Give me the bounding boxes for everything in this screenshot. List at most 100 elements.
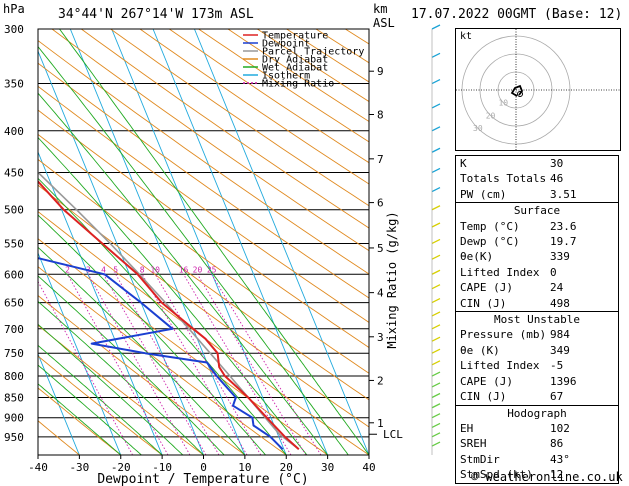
hodograph-ring-label: 10 <box>498 99 508 108</box>
wind-barb <box>431 348 441 354</box>
dry-adiabat-line <box>139 29 369 185</box>
wind-barb <box>431 422 441 428</box>
most-unstable-row: Lifted Index -5 <box>456 358 618 373</box>
surface-row-value: 498 <box>550 296 570 310</box>
pressure-tick-label: 400 <box>4 125 24 138</box>
dry-adiabat-line <box>38 324 204 455</box>
wet-adiabat-line <box>38 323 184 455</box>
hpa-unit-label: hPa <box>3 2 25 16</box>
pressure-tick-label: 600 <box>4 268 24 281</box>
isotherm-line <box>111 29 287 455</box>
pressure-tick-label: 500 <box>4 204 24 217</box>
wet-adiabat-line <box>38 364 142 455</box>
indices-row: PW (cm) 3.51 <box>456 187 618 202</box>
mixing-ratio-line <box>87 274 191 455</box>
legend-entry: Isotherm <box>262 71 310 82</box>
dry-adiabat-line <box>38 85 369 323</box>
mixing-ratio-line <box>197 274 307 455</box>
mixing-ratio-axis-label: Mixing Ratio (g/kg) <box>385 211 399 348</box>
mixing-ratio-value-label: 25 <box>207 265 217 274</box>
dry-adiabat-line <box>169 29 369 164</box>
indices-table: K 30 Totals Totals 46 PW (cm) 3.51 <box>455 155 619 204</box>
x-tick-label: 10 <box>238 461 251 474</box>
wet-adiabat-line <box>38 214 266 455</box>
wind-barb <box>431 187 441 193</box>
pressure-tick-label: 300 <box>4 23 24 36</box>
hodograph-table-row: SREH 86 <box>456 436 618 451</box>
dry-adiabat-line <box>198 29 369 143</box>
hodograph-panel: 10 20 30 kt <box>455 28 621 151</box>
hodograph-table-row: EH 102 <box>456 421 618 436</box>
dry-adiabat-line <box>38 40 369 275</box>
wind-barb <box>431 52 441 58</box>
x-tick-label: -40 <box>28 461 48 474</box>
dry-adiabat-line <box>345 29 369 45</box>
km-tick-label: 1 <box>377 417 384 430</box>
indices-row: K 30 <box>456 156 618 171</box>
pressure-tick-label: 750 <box>4 347 24 360</box>
mixing-ratio-value-label: 10 <box>150 265 160 274</box>
wind-barb <box>431 126 441 132</box>
mixing-ratio-line <box>141 274 248 455</box>
wind-barb <box>431 413 441 419</box>
most-unstable-row-value: 984 <box>550 328 570 342</box>
hodograph-table-row-label: EH <box>460 421 474 435</box>
pressure-tick-label: 850 <box>4 391 24 404</box>
hodograph-table-row: StmDir 43° <box>456 452 618 467</box>
x-tick-label: -20 <box>111 461 131 474</box>
surface-row: θe(K) 339 <box>456 249 618 264</box>
legend-entry: Wet Adiabat <box>262 63 328 74</box>
pressure-tick-label: 900 <box>4 412 24 425</box>
most-unstable-row-label: θe (K) <box>460 343 500 357</box>
most-unstable-row: θe (K) 349 <box>456 343 618 358</box>
isotherm-line <box>194 29 369 455</box>
dry-adiabat-line <box>38 133 369 374</box>
surface-row-value: 0 <box>550 265 557 279</box>
indices-row-label: PW (cm) <box>460 187 507 201</box>
x-tick-label: 0 <box>200 461 207 474</box>
wind-barb <box>431 24 441 30</box>
isotherm-line <box>38 150 163 455</box>
most-unstable-row-value: 1396 <box>550 374 577 388</box>
wet-adiabat-line <box>38 177 287 455</box>
dewpoint-line <box>38 257 284 451</box>
km-tick-label: 7 <box>377 153 384 166</box>
surface-title: Surface <box>513 204 561 218</box>
most-unstable-row: CAPE (J) 1396 <box>456 374 618 389</box>
datetime-title: 17.07.2022 00GMT (Base: 12) <box>411 7 623 22</box>
hodograph-table-row-value: 102 <box>550 421 570 435</box>
km-tick-label: 4 <box>377 287 384 300</box>
mixing-ratio-value-label: 20 <box>193 265 203 274</box>
surface-row-label: Temp (°C) <box>460 219 520 233</box>
hodograph-table-row-label: SREH <box>460 437 487 451</box>
wind-barb <box>431 297 441 304</box>
isotherm-line <box>38 49 204 455</box>
hodograph-trace <box>510 84 524 97</box>
dry-adiabat-line <box>38 158 369 401</box>
surface-row-label: CAPE (J) <box>460 281 513 295</box>
most-unstable-title: Most Unstable <box>493 313 581 327</box>
most-unstable-table: Most Unstable Pressure (mb) 984 θe (K) 349 L… <box>455 312 619 406</box>
km-tick-label: 2 <box>377 374 384 387</box>
surface-row: Dewp (°C) 19.7 <box>456 234 618 249</box>
hodograph-table-title: Hodograph <box>507 406 567 420</box>
mixing-ratio-line <box>103 274 207 455</box>
dry-adiabat-line <box>38 184 369 428</box>
dry-adiabat-line <box>286 29 369 83</box>
mixing-ratio-value-label: 2 <box>65 265 70 274</box>
legend-entry: Temperature <box>262 31 328 42</box>
surface-row-value: 19.7 <box>550 235 577 249</box>
x-tick-label: 30 <box>321 461 334 474</box>
location-title: 34°44'N 267°14'W 173m ASL <box>58 7 254 22</box>
axes: 3003504004505005506006507007508008509009… <box>4 23 403 474</box>
dry-adiabat-line <box>38 294 246 455</box>
hodograph-table-row-label: StmSpd (kt) <box>460 468 533 482</box>
wet-adiabat-line <box>38 92 328 455</box>
wind-barbs <box>431 24 441 455</box>
wet-adiabat-line <box>38 246 246 455</box>
wet-adiabat-line <box>38 300 204 455</box>
most-unstable-row: CIN (J) 67 <box>456 389 618 404</box>
mixing-ratio-line <box>211 274 322 455</box>
indices-row-label: K <box>460 157 467 170</box>
